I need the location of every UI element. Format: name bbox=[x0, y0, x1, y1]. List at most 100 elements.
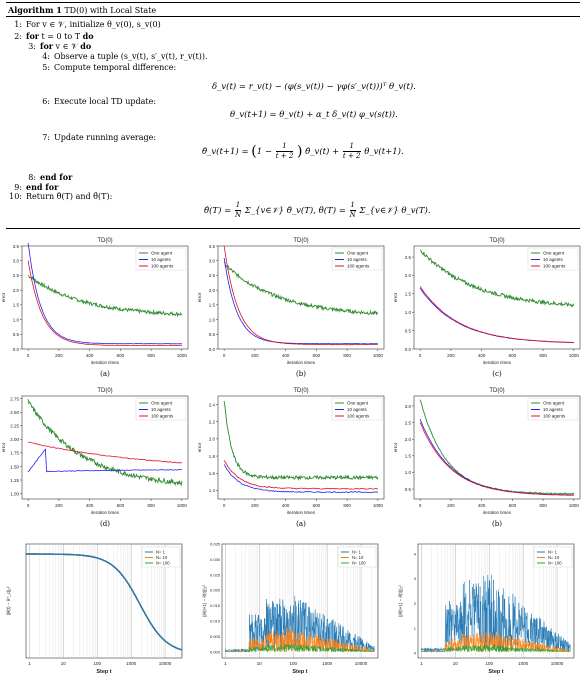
line-number: 9: bbox=[6, 183, 22, 192]
x-tick-label: 800 bbox=[539, 353, 547, 358]
x-tick-label: 400 bbox=[282, 353, 290, 358]
x-tick-label: 400 bbox=[86, 503, 94, 508]
log-chart-running-avg: 1 10 100 1000 10000 Step t ||θ̂(t+1) − θ̂(t)||… bbox=[392, 540, 588, 680]
fraction-1-over-t2: 1t + 2 bbox=[276, 142, 294, 161]
algorithm-name: TD(0) with Local State bbox=[64, 6, 156, 15]
x-tick-label: 10000 bbox=[355, 661, 368, 666]
x-tick-label: 200 bbox=[447, 503, 455, 508]
algorithm-line-8: 8: end for bbox=[20, 172, 72, 182]
x-tick-label: 1000 bbox=[126, 661, 137, 666]
log-chart-consensus: 1 10 100 1000 10000 Step t ||θ(t+1) − θ̄(t)||₂… bbox=[196, 540, 392, 680]
x-tick-label: 400 bbox=[86, 353, 94, 358]
y-tick-label: 1.0 bbox=[405, 470, 412, 475]
x-axis-label: Step t bbox=[96, 669, 111, 675]
series-line-n1 bbox=[26, 554, 182, 650]
top-rule bbox=[6, 2, 580, 3]
legend-label: N= 100 bbox=[156, 561, 170, 566]
x-tick-label: 800 bbox=[343, 353, 351, 358]
legend-label: N= 1 bbox=[156, 550, 166, 555]
y-tick-label: 2.5 bbox=[405, 420, 412, 425]
paren-open: ( bbox=[251, 144, 256, 160]
x-tick-label: 100 bbox=[93, 661, 101, 666]
x-tick-label: 800 bbox=[539, 503, 547, 508]
y-tick-label: 1.0 bbox=[405, 310, 412, 315]
x-tick-label: 1 bbox=[28, 661, 31, 666]
x-tick-label: 1000 bbox=[518, 661, 529, 666]
algorithm-line-6: 6: Execute local TD update: bbox=[34, 97, 156, 106]
eq-return-b: Σ_{v∈𝒱} θ̂_v(T), θ̄(T) = bbox=[245, 206, 346, 216]
legend-label: N= 10 bbox=[548, 555, 560, 560]
y-tick-label: 0.0 bbox=[13, 347, 20, 352]
series-line-one-agent bbox=[28, 276, 182, 316]
x-tick-label: 800 bbox=[147, 353, 155, 358]
keyword: do bbox=[80, 41, 91, 51]
y-tick-label: 1.5 bbox=[405, 454, 412, 459]
y-tick-label: 1 bbox=[414, 626, 417, 631]
y-tick-label: 1.5 bbox=[405, 292, 412, 297]
td0-chart-c: TD(0) 0.0 0.5 1.0 1.5 2.0 2.5 0 200 400 600 800 1000… bbox=[392, 234, 588, 384]
eq-avg-mid: θ̂_v(t) + bbox=[305, 147, 339, 157]
y-tick-label: 1.6 bbox=[209, 471, 216, 476]
legend-label: One agent bbox=[151, 401, 173, 406]
frac-num-c: 1 bbox=[235, 201, 241, 211]
legend-label: One agent bbox=[347, 401, 369, 406]
line-text: Return θ̂(T) and θ̄(T): bbox=[26, 192, 112, 201]
chart-title: TD(0) bbox=[293, 388, 308, 394]
y-tick-label: 2.0 bbox=[209, 288, 216, 293]
y-tick-label: 1.8 bbox=[209, 454, 216, 459]
y-axis-label: error bbox=[197, 292, 202, 302]
y-tick-label: 3 bbox=[414, 576, 417, 581]
y-tick-label: 0.030 bbox=[210, 557, 221, 562]
line-number: 3: bbox=[20, 42, 36, 51]
y-tick-label: 2.50 bbox=[10, 410, 19, 415]
series-line-100-agents bbox=[224, 460, 378, 489]
legend-label: 10 agents bbox=[347, 257, 368, 262]
frac-den-c: N bbox=[235, 211, 241, 220]
figure-caption: (c) bbox=[477, 370, 517, 378]
keyword: for bbox=[40, 41, 53, 51]
x-axis-label: iteration times bbox=[287, 510, 316, 515]
y-tick-label: 2.0 bbox=[405, 273, 412, 278]
y-tick-label: 1.0 bbox=[13, 317, 20, 322]
series-line-n100 bbox=[26, 554, 182, 650]
x-tick-label: 600 bbox=[509, 353, 517, 358]
y-tick-label: 0.025 bbox=[210, 572, 221, 577]
x-tick-label: 200 bbox=[447, 353, 455, 358]
x-tick-label: 100 bbox=[485, 661, 493, 666]
x-tick-label: 0 bbox=[419, 353, 422, 358]
keyword: end for bbox=[26, 182, 58, 192]
legend-label: 10 agents bbox=[151, 407, 172, 412]
legend-label: One agent bbox=[543, 251, 565, 256]
x-tick-label: 200 bbox=[55, 503, 63, 508]
log-chart-avg-error: 1 10 100 1000 10000 Step t ||θ̄(t) − θ*_c||₂² N… bbox=[0, 540, 196, 680]
x-tick-label: 10000 bbox=[159, 661, 172, 666]
x-axis-label: iteration times bbox=[483, 360, 512, 365]
fraction-1-over-n-b: 1N bbox=[350, 201, 356, 220]
legend-label: N= 10 bbox=[156, 555, 168, 560]
x-tick-label: 400 bbox=[282, 503, 290, 508]
x-tick-label: 800 bbox=[147, 503, 155, 508]
y-tick-label: 0.5 bbox=[13, 332, 20, 337]
x-tick-label: 400 bbox=[478, 503, 486, 508]
y-axis-label: error bbox=[1, 442, 6, 452]
y-tick-label: 2.5 bbox=[13, 273, 20, 278]
x-tick-label: 0 bbox=[223, 503, 226, 508]
y-tick-label: 2.25 bbox=[10, 424, 19, 429]
y-tick-label: 3.5 bbox=[209, 244, 216, 249]
line-number: 8: bbox=[20, 173, 36, 182]
td0-chart-a2: TD(0) 1.4 1.6 1.8 2.0 2.2 2.4 0 200 400 600 800 1000… bbox=[196, 384, 392, 534]
y-tick-label: 2.75 bbox=[10, 397, 19, 402]
y-tick-label: 1.00 bbox=[10, 491, 19, 496]
eq-avg-left: θ̂_v(t+1) = bbox=[202, 147, 249, 157]
y-tick-label: 2 bbox=[414, 601, 417, 606]
line-text: For v ∈ 𝒱, initialize θ_v(0), s_v(0) bbox=[26, 20, 161, 29]
frac-den: t + 2 bbox=[276, 152, 294, 161]
x-tick-label: 10 bbox=[257, 661, 263, 666]
y-tick-label: 0.5 bbox=[405, 328, 412, 333]
line-number: 4: bbox=[34, 52, 50, 61]
line-text: t = 0 to T bbox=[39, 32, 83, 41]
x-tick-label: 0 bbox=[419, 503, 422, 508]
x-tick-label: 1 bbox=[420, 661, 423, 666]
frac-num: 1 bbox=[276, 142, 294, 152]
equation-td-update: θ_v(t+1) = θ_v(t) + α_t δ_v(t) φ_v(s(t))… bbox=[230, 110, 398, 120]
